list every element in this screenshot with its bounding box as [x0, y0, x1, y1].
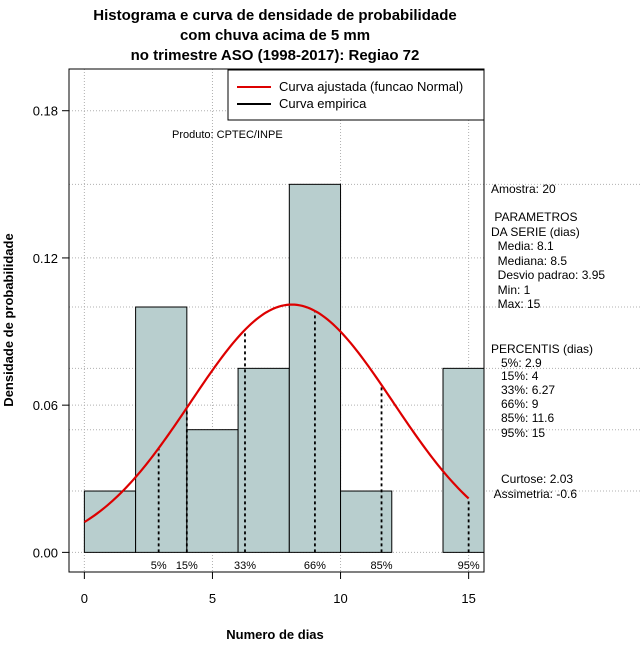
stats-line: Desvio padrao: 3.95	[491, 268, 605, 282]
x-tick-label: 10	[333, 591, 347, 606]
stats-line: Amostra: 20	[491, 182, 556, 196]
stats-line: Assimetria: -0.6	[491, 487, 577, 501]
y-tick-label: 0.12	[33, 251, 58, 266]
chart-title-line-3: no trimestre ASO (1998-2017): Regiao 72	[131, 47, 420, 64]
percentile-lines: 5% 15% 33% 66% 85% 95%	[151, 310, 480, 572]
stats-line: Media: 8.1	[491, 239, 554, 253]
normal-density-curve	[83, 303, 470, 524]
percentile-label: 95%	[458, 560, 480, 572]
stats-line: Mediana: 8.5	[491, 254, 567, 268]
histogram-bar	[135, 306, 188, 553]
histogram-bar	[186, 429, 239, 553]
y-axis-title: Densidade de probabilidade	[1, 233, 16, 406]
stats-line: 33%: 6.27	[491, 383, 555, 397]
percentile-label: 5%	[151, 560, 167, 572]
chart-title-line-2: com chuva acima de 5 mm	[180, 27, 370, 44]
legend-box	[227, 69, 485, 121]
histogram-bar	[340, 490, 393, 553]
stats-line: Curtose: 2.03	[491, 472, 573, 486]
x-tick-label: 15	[461, 591, 475, 606]
stats-line: DA SERIE (dias)	[491, 225, 580, 239]
stats-line: PERCENTIS (dias)	[491, 342, 593, 356]
histogram-bar	[442, 367, 485, 553]
histogram-bar	[237, 367, 290, 553]
x-axis-title: Numero de dias	[226, 627, 324, 642]
stats-line: 5%: 2.9	[491, 356, 542, 370]
percentile-label: 15%	[176, 560, 198, 572]
histogram-bar	[83, 490, 137, 553]
percentile-label: 66%	[304, 560, 326, 572]
x-tick-label: 5	[209, 591, 216, 606]
chart-title-line-1: Histograma e curva de densidade de proba…	[93, 7, 456, 24]
percentile-label: 33%	[234, 560, 256, 572]
stats-line: Min: 1	[491, 283, 531, 297]
legend-label-empirical: Curva empirica	[279, 96, 367, 111]
histogram-bars	[83, 183, 485, 553]
stats-line: 85%: 11.6	[491, 411, 554, 425]
stats-line: 95%: 15	[491, 426, 545, 440]
percentile-label: 85%	[371, 560, 393, 572]
x-axis: 0 5 10 15	[81, 571, 476, 606]
chart-title: Histograma e curva de densidade de proba…	[93, 7, 456, 64]
y-tick-label: 0.18	[33, 104, 58, 119]
stats-line: 15%: 4	[491, 369, 539, 383]
product-annotation: Produto: CPTEC/INPE	[172, 129, 283, 141]
stats-line: Max: 15	[491, 297, 541, 311]
stats-line: 66%: 9	[491, 397, 539, 411]
x-tick-label: 0	[81, 591, 88, 606]
y-axis: 0.00 0.06 0.12 0.18	[33, 104, 70, 560]
y-tick-label: 0.06	[33, 398, 58, 413]
legend-label-fitted: Curva ajustada (funcao Normal)	[279, 79, 463, 94]
y-tick-label: 0.00	[33, 545, 58, 560]
stats-line: PARAMETROS	[491, 210, 577, 224]
legend: Curva ajustada (funcao Normal) Curva emp…	[227, 69, 485, 121]
